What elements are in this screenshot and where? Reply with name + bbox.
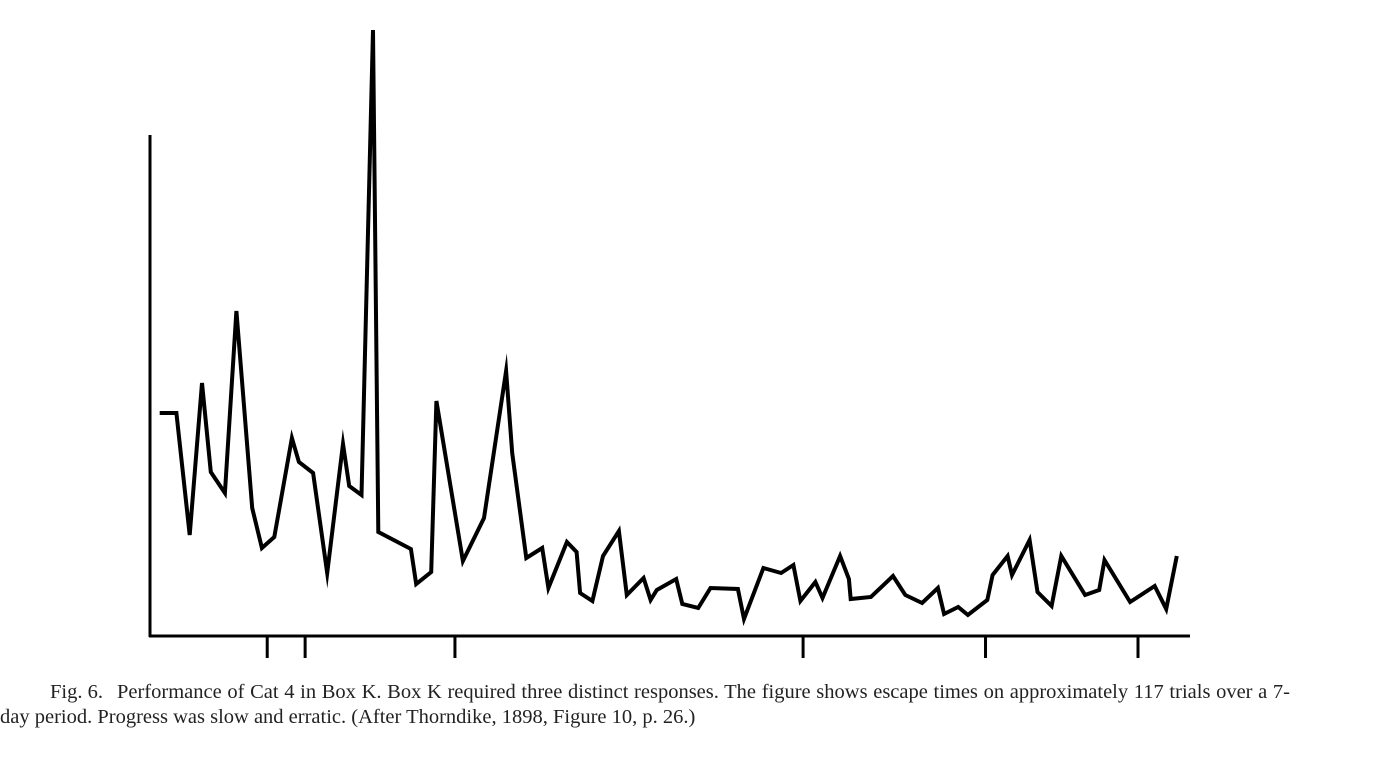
chart: [148, 29, 1190, 658]
caption: Fig. 6. Performance of Cat 4 in Box K. Bo…: [0, 680, 1290, 730]
caption-text: Performance of Cat 4 in Box K. Box K req…: [0, 681, 1290, 728]
data-line: [159, 29, 1179, 627]
caption-label: Fig. 6.: [50, 681, 103, 703]
